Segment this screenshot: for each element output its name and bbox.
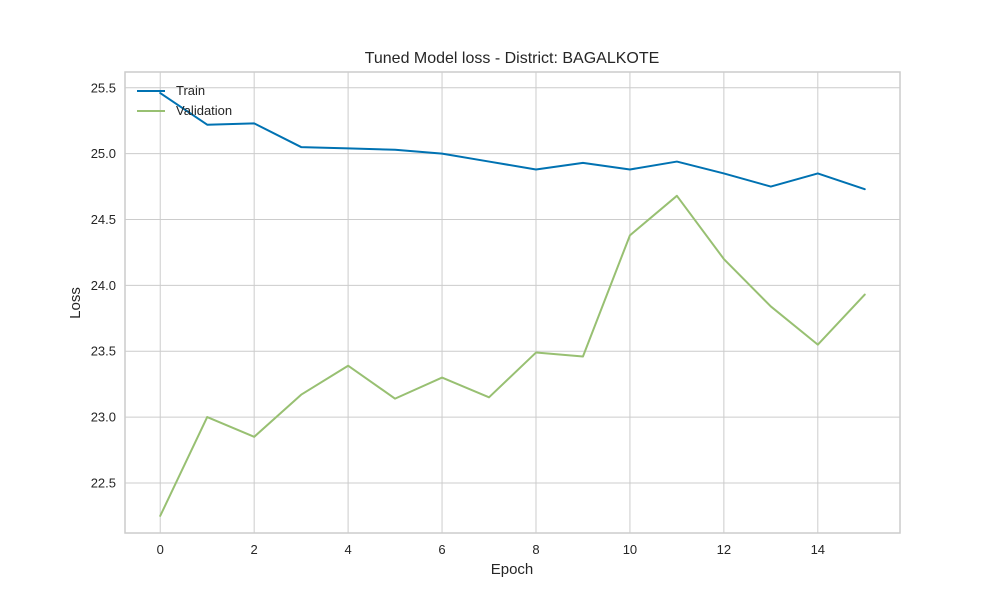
legend-label-train: Train (176, 83, 205, 98)
x-tick-label: 14 (811, 542, 825, 557)
y-tick-label: 24.0 (91, 278, 116, 293)
series-lines (159, 92, 866, 517)
grid-lines (125, 72, 900, 533)
x-tick-label: 6 (438, 542, 445, 557)
x-tick-label: 12 (717, 542, 731, 557)
y-tick-labels: 22.5 23.0 23.5 24.0 24.5 25.0 25.5 (91, 80, 116, 490)
chart-title: Tuned Model loss - District: BAGALKOTE (365, 50, 660, 67)
x-tick-label: 10 (623, 542, 637, 557)
x-tick-label: 8 (532, 542, 539, 557)
x-tick-label: 4 (344, 542, 351, 557)
y-axis-label: Loss (67, 287, 84, 319)
x-axis-label: Epoch (491, 561, 534, 578)
y-tick-label: 25.0 (91, 146, 116, 161)
y-tick-label: 24.5 (91, 212, 116, 227)
series-line-train (159, 92, 866, 191)
y-tick-label: 23.0 (91, 410, 116, 425)
series-line-validation (159, 194, 866, 517)
x-tick-label: 0 (157, 542, 164, 557)
legend-label-validation: Validation (176, 103, 232, 118)
y-tick-label: 23.5 (91, 344, 116, 359)
x-tick-label: 2 (251, 542, 258, 557)
y-tick-label: 22.5 (91, 475, 116, 490)
legend: Train Validation (137, 83, 232, 118)
plot-frame (124, 71, 901, 534)
y-tick-label: 25.5 (91, 80, 116, 95)
x-tick-labels: 0 2 4 6 8 10 12 14 (157, 542, 825, 557)
